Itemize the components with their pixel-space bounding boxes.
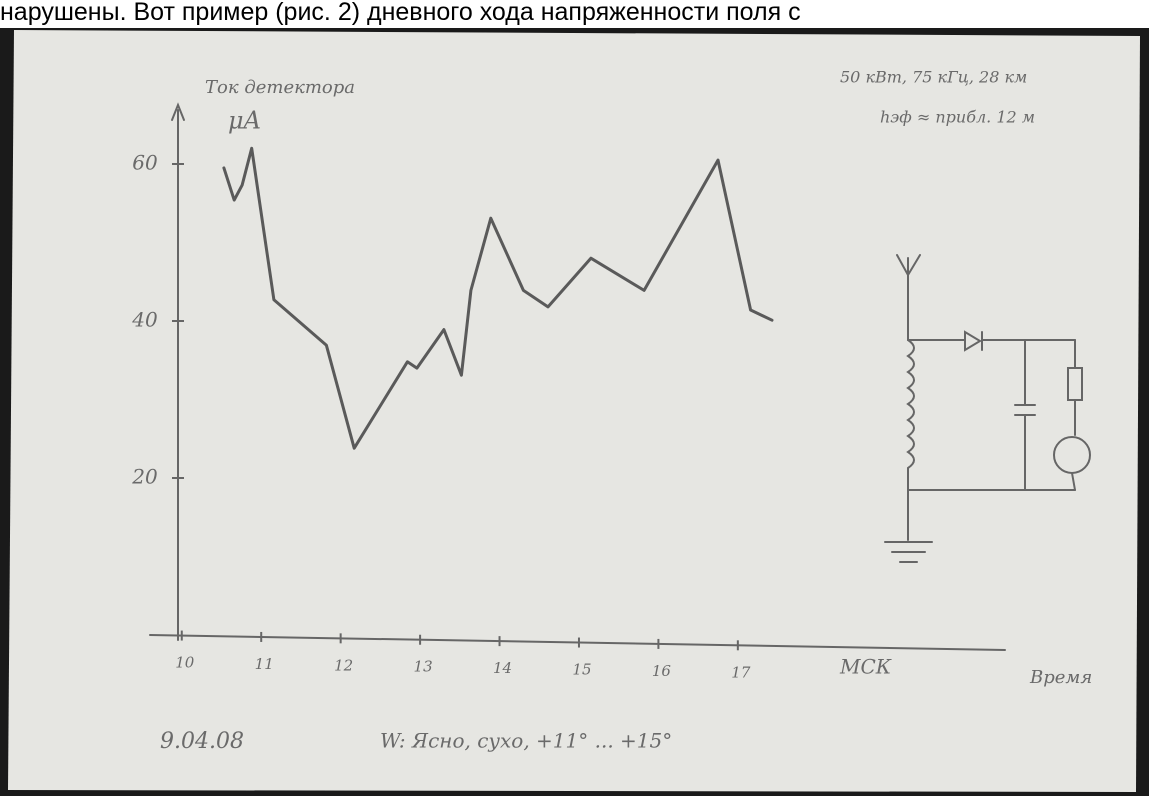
- x-tick-label: 10: [175, 654, 195, 672]
- y-tick-label: 60: [132, 151, 158, 175]
- x-unit: МСК: [839, 655, 892, 679]
- annotation: W: Ясно, сухо, +11° ... +15°: [380, 729, 672, 753]
- x-tick-label: 16: [652, 662, 672, 680]
- y-tick-label: 20: [131, 465, 158, 489]
- chart: Ток детектора μA Время МСК 50 кВт, 75 кГ…: [0, 0, 1149, 796]
- y-unit: μA: [228, 107, 261, 135]
- x-tick-label: 13: [414, 658, 433, 676]
- annotation: hэф ≈ прибл. 12 м: [880, 108, 1035, 127]
- x-tick-label: 17: [731, 663, 751, 681]
- page: нарушены. Вот пример (рис. 2) дневного х…: [0, 0, 1149, 796]
- x-tick-label: 12: [334, 656, 353, 674]
- annotation: 9.04.08: [160, 729, 244, 754]
- annotation: 50 кВт, 75 кГц, 28 км: [840, 68, 1027, 87]
- x-tick-label: 15: [572, 661, 591, 679]
- x-tick-label: 14: [493, 659, 512, 677]
- y-axis-label: Ток детектора: [205, 77, 355, 98]
- x-axis-label: Время: [1029, 667, 1092, 688]
- y-tick-label: 40: [131, 308, 158, 332]
- x-tick-label: 11: [255, 655, 274, 673]
